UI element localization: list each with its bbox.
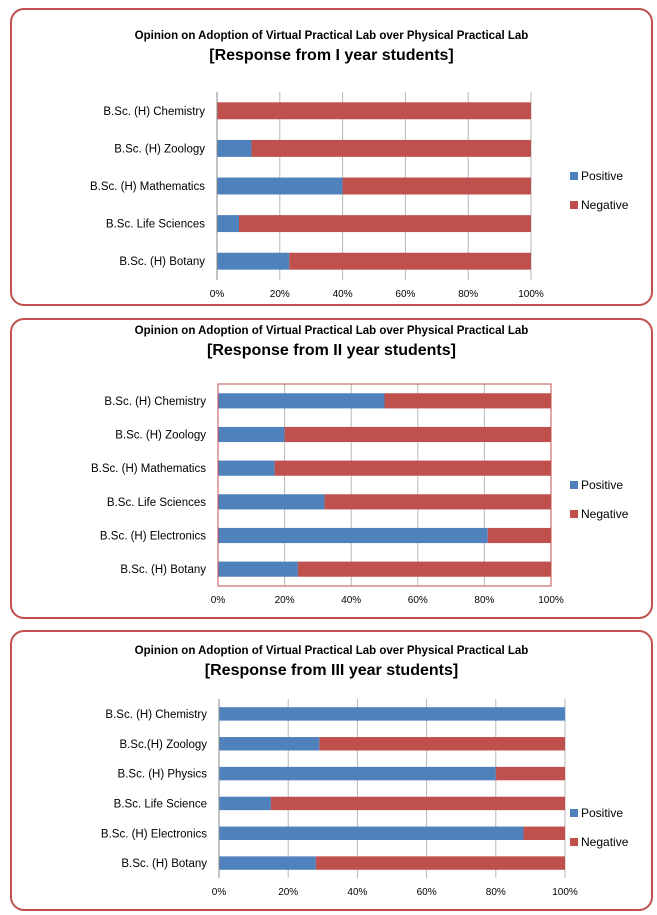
bar-positive [218, 426, 285, 443]
x-tick-label: 80% [458, 289, 478, 300]
category-label: B.Sc. (H) Chemistry [103, 106, 205, 118]
x-tick-label: 60% [395, 289, 415, 300]
chart-subtitle: [Response from II year students] [207, 342, 456, 359]
chart-panel-year-1: Opinion on Adoption of Virtual Practical… [10, 8, 653, 306]
category-label: B.Sc. (H) Chemistry [105, 709, 207, 721]
legend-label: Positive [581, 806, 623, 820]
legend-swatch [570, 172, 578, 180]
x-tick-label: 0% [211, 595, 226, 606]
legend-label: Negative [581, 198, 629, 212]
x-tick-label: 0% [210, 289, 225, 300]
category-label: B.Sc. Life Sciences [106, 219, 205, 231]
category-label: B.Sc. (H) Electronics [101, 828, 207, 840]
legend-label: Negative [581, 507, 629, 521]
bar-negative [495, 766, 565, 781]
bar-negative [289, 252, 531, 270]
x-tick-label: 100% [552, 887, 578, 898]
bar-negative [523, 826, 565, 840]
bar-negative [319, 737, 565, 751]
bar-negative [217, 102, 531, 120]
bar-positive [218, 494, 325, 510]
legend-swatch [570, 838, 578, 846]
legend-swatch [570, 481, 578, 489]
bar-positive [218, 460, 275, 476]
x-tick-label: 40% [341, 595, 361, 606]
bar-positive [219, 737, 320, 751]
chart-panel-year-3: Opinion on Adoption of Virtual Practical… [10, 630, 653, 911]
bar-negative [384, 393, 551, 409]
bar-positive [219, 766, 496, 781]
x-tick-label: 20% [275, 595, 295, 606]
x-tick-label: 80% [486, 887, 506, 898]
bar-negative [315, 856, 565, 870]
category-label: B.Sc. (H) Chemistry [104, 396, 206, 408]
category-label: B.Sc. (H) Mathematics [91, 463, 206, 475]
category-label: B.Sc. (H) Physics [118, 769, 208, 781]
bar-positive [219, 826, 524, 840]
plot-frame [217, 383, 552, 587]
x-tick-label: 100% [538, 595, 564, 606]
bar-positive [217, 177, 343, 195]
bar-positive [219, 796, 271, 811]
bar-negative [342, 177, 531, 195]
bar-negative [487, 527, 551, 544]
bar-negative [284, 426, 551, 443]
x-tick-label: 60% [417, 887, 437, 898]
category-label: B.Sc. (H) Botany [121, 858, 207, 870]
bar-positive [217, 252, 290, 270]
legend-label: Positive [581, 169, 623, 183]
bar-positive [218, 561, 298, 577]
category-label: B.Sc. (H) Botany [120, 564, 206, 576]
chart-panel-year-2: Opinion on Adoption of Virtual Practical… [10, 318, 653, 619]
x-tick-label: 100% [518, 289, 544, 300]
category-label: B.Sc. Life Science [114, 798, 207, 810]
chart-year-3: 0% 20% 40% 60% 80% 100% B.Sc. (H) Chemistry B.S… [101, 699, 629, 898]
chart-title: Opinion on Adoption of Virtual Practical… [134, 645, 529, 657]
chart-title: Opinion on Adoption of Virtual Practical… [134, 30, 529, 42]
chart-subtitle: [Response from I year students] [209, 47, 454, 64]
bar-positive [217, 139, 252, 157]
bar-negative [274, 460, 551, 476]
bar-positive [218, 393, 385, 409]
bar-positive [218, 527, 488, 544]
category-label: B.Sc. (H) Zoology [115, 430, 206, 442]
legend-label: Negative [581, 835, 629, 849]
bar-negative [238, 215, 532, 233]
bar-negative [324, 494, 551, 510]
legend-swatch [570, 510, 578, 518]
bar-negative [270, 796, 565, 811]
chart-subtitle: [Response from III year students] [204, 662, 459, 679]
category-label: B.Sc. (H) Electronics [100, 531, 206, 543]
x-tick-label: 80% [474, 595, 494, 606]
category-label: B.Sc. (H) Zoology [114, 143, 205, 155]
legend-swatch [570, 809, 578, 817]
category-label: B.Sc.(H) Zoology [119, 739, 207, 751]
legend-label: Positive [581, 478, 623, 492]
category-label: B.Sc. Life Sciences [107, 497, 206, 509]
bar-negative [297, 561, 551, 577]
chart-year-1: 0% 20% 40% 60% 80% 100% B.Sc. (H) Chemistry B.S… [90, 92, 629, 300]
x-tick-label: 40% [347, 887, 367, 898]
legend-swatch [570, 201, 578, 209]
x-tick-label: 20% [270, 289, 290, 300]
chart-year-2: 0% 20% 40% 60% 80% 100% B.Sc. (H) Chemistry B.S… [91, 383, 629, 606]
x-tick-label: 40% [333, 289, 353, 300]
x-tick-label: 0% [212, 887, 227, 898]
x-tick-label: 20% [278, 887, 298, 898]
bar-positive [219, 856, 316, 870]
category-label: B.Sc. (H) Mathematics [90, 181, 205, 193]
x-tick-label: 60% [408, 595, 428, 606]
chart-title: Opinion on Adoption of Virtual Practical… [134, 325, 529, 337]
bar-negative [251, 139, 532, 157]
category-label: B.Sc. (H) Botany [119, 256, 205, 268]
bar-positive [217, 215, 239, 233]
bar-positive [219, 707, 565, 721]
